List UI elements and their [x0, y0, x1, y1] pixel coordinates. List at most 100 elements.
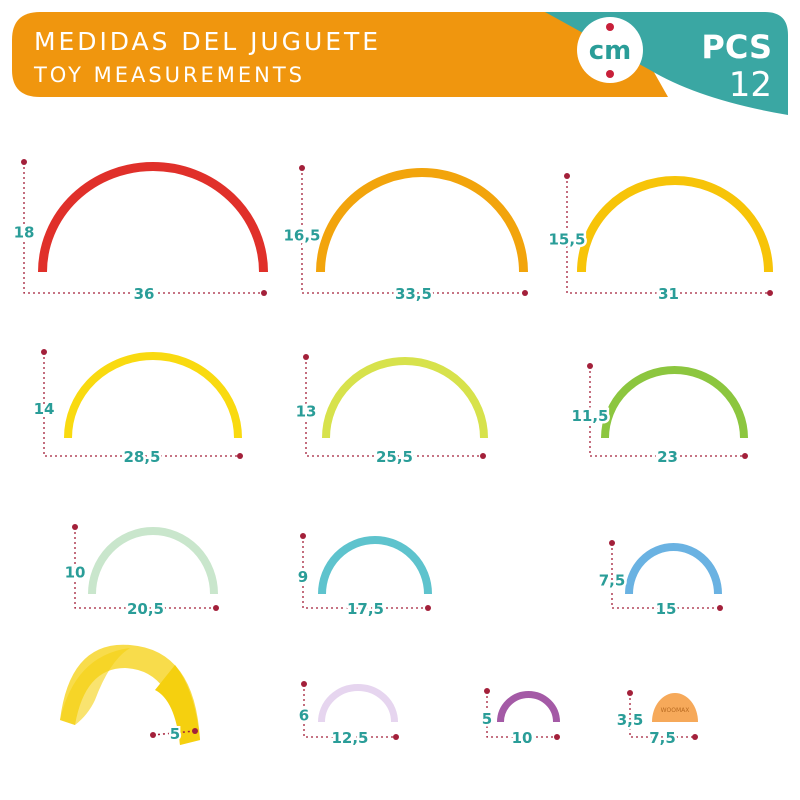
width-label: 23 — [657, 448, 678, 466]
dimension-line — [302, 536, 428, 609]
height-label: 16,5 — [283, 227, 320, 245]
dot-icon — [303, 354, 309, 360]
dimension-line — [23, 162, 264, 294]
width-label: 15 — [656, 600, 677, 618]
unit-badge: cm — [589, 36, 632, 66]
arch-piece: WOOMAX 3,5 7,5 — [614, 690, 698, 750]
width-label: 10 — [512, 729, 533, 747]
arch-piece: 16,5 33,5 — [281, 165, 528, 306]
dot-icon — [692, 734, 698, 740]
arch-3d-face — [155, 665, 200, 745]
half-disc-shape — [652, 693, 698, 722]
dot-icon — [237, 453, 243, 459]
pieces: 183616,533,515,5311428,51325,511,5231020… — [11, 159, 773, 750]
arch-shape — [322, 357, 488, 439]
arch-piece: 15,5 31 — [546, 173, 773, 306]
dot-icon — [425, 605, 431, 611]
title-es: MEDIDAS DEL JUGUETE — [34, 27, 378, 56]
depth-piece: 5 — [60, 644, 200, 745]
dot-icon — [627, 690, 633, 696]
dot-icon — [522, 290, 528, 296]
arch-piece: 11,5 23 — [569, 363, 748, 469]
dot-icon — [484, 688, 490, 694]
arch-piece: 7,5 15 — [596, 540, 723, 621]
height-label: 3,5 — [617, 711, 644, 729]
dot-icon — [301, 681, 307, 687]
dot-icon — [192, 728, 198, 734]
width-label: 31 — [658, 285, 679, 303]
pcs-label: PCS — [701, 28, 772, 66]
height-label: 13 — [296, 403, 317, 421]
brand-logo: WOOMAX — [661, 707, 690, 714]
dot-icon — [606, 70, 614, 78]
arch-3d-front — [60, 648, 130, 725]
dot-icon — [393, 734, 399, 740]
arch-piece: 14 28,5 — [31, 349, 243, 469]
dot-icon — [767, 290, 773, 296]
dot-icon — [21, 159, 27, 165]
dot-icon — [564, 173, 570, 179]
height-label: 9 — [298, 568, 308, 586]
height-label: 6 — [299, 707, 309, 725]
title-en: TOY MEASUREMENTS — [33, 63, 302, 87]
header-banner: cm MEDIDAS DEL JUGUETE TOY MEASUREMENTS … — [12, 12, 788, 115]
arch-shape — [601, 366, 748, 439]
dot-icon — [717, 605, 723, 611]
arch-piece: 5 10 — [479, 688, 560, 750]
dimension-line — [301, 168, 525, 294]
width-label: 33,5 — [395, 285, 432, 303]
arch-shape — [497, 691, 560, 723]
dimension-line — [74, 527, 216, 609]
arch-piece: 10 20,5 — [62, 524, 219, 621]
width-label: 36 — [134, 285, 155, 303]
arch-piece: 612,5 — [296, 681, 399, 750]
arch-shape — [88, 527, 218, 595]
cm-badge-circle — [577, 17, 643, 83]
height-label: 5 — [482, 710, 492, 728]
dot-icon — [150, 732, 156, 738]
arch-shape — [64, 352, 242, 439]
arch-shape — [316, 168, 528, 273]
height-label: 11,5 — [571, 407, 608, 425]
dot-icon — [72, 524, 78, 530]
depth-label: 5 — [170, 725, 180, 743]
arch-shape — [38, 162, 268, 273]
height-label: 7,5 — [599, 572, 626, 590]
dot-icon — [554, 734, 560, 740]
width-label: 25,5 — [376, 448, 413, 466]
arch-piece: 917,5 — [295, 533, 432, 621]
dot-icon — [261, 290, 267, 296]
arch-shape — [318, 536, 432, 595]
dimension-line — [486, 691, 557, 738]
width-label: 28,5 — [123, 448, 160, 466]
height-label: 15,5 — [548, 231, 585, 249]
dot-icon — [41, 349, 47, 355]
height-label: 10 — [65, 564, 86, 582]
height-label: 18 — [14, 224, 35, 242]
width-label: 17,5 — [347, 600, 384, 618]
arch-shape — [625, 543, 722, 595]
depth-dimension-line — [152, 730, 196, 736]
orange-banner — [12, 12, 668, 97]
dimension-line — [589, 366, 745, 457]
arch-shape — [577, 176, 773, 273]
dimension-line — [305, 357, 483, 457]
dimension-line — [611, 543, 720, 609]
dot-icon — [213, 605, 219, 611]
pcs-count: 12 — [729, 65, 772, 105]
dot-icon — [742, 453, 748, 459]
dimension-line — [566, 176, 770, 294]
arch-shape — [318, 684, 398, 723]
arch-piece: 13 25,5 — [293, 354, 488, 469]
dot-icon — [609, 540, 615, 546]
dot-icon — [587, 363, 593, 369]
width-label: 20,5 — [127, 600, 164, 618]
width-label: 7,5 — [649, 729, 676, 747]
dot-icon — [299, 165, 305, 171]
height-label: 14 — [34, 400, 55, 418]
width-label: 12,5 — [331, 729, 368, 747]
dot-icon — [606, 23, 614, 31]
dot-icon — [480, 453, 486, 459]
